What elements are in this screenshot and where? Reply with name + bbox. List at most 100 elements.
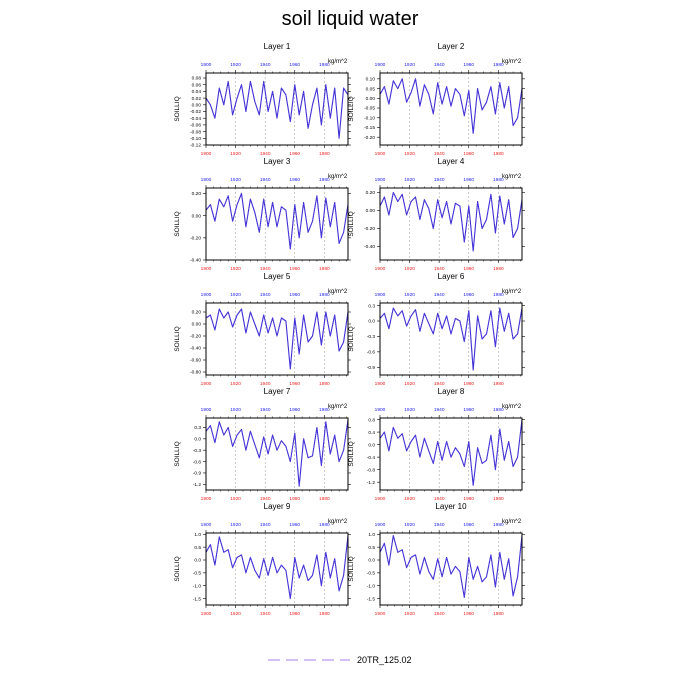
x-tick-label-top: 1980 [319,407,330,413]
x-tick-label-bottom: 1980 [493,151,504,157]
x-tick-label-bottom: 1940 [260,151,271,157]
x-tick-label-top: 1920 [404,177,415,183]
y-tick-label: -0.60 [190,358,201,364]
chart-grid: Layer 1 kg/m^2 SOILLIQ 1900 1900 1920 1920 1940… [174,42,525,617]
x-tick-label-top: 1940 [260,407,271,413]
x-tick-label-bottom: 1980 [493,611,504,617]
x-tick-label-top: 1980 [319,62,330,68]
series-line [205,192,349,250]
plot-frame [379,72,523,146]
x-tick-label-bottom: 1920 [404,496,415,502]
panel-6: Layer 6 kg/m^2 SOILLIQ 1900 1900 1920 1920 1940… [348,272,525,387]
y-tick-label: 0.4 [368,430,375,436]
plot-frame [205,72,349,146]
y-tick-label: 0.0 [368,442,375,448]
y-tick-label: -0.6 [193,459,202,465]
plot-frame [379,302,523,376]
panel-4: Layer 4 kg/m^2 SOILLIQ 1900 1900 1920 1920 1940… [348,157,525,272]
y-tick-label: 0.00 [366,96,376,102]
y-tick-label: 0.10 [366,77,376,83]
x-tick-label-bottom: 1980 [319,496,330,502]
y-tick-label: 0.02 [192,96,202,102]
x-tick-label-bottom: 1940 [434,381,445,387]
plot-frame [379,187,523,261]
y-tick-label: 0.08 [192,76,202,82]
chart-title: soil liquid water [281,8,419,30]
x-tick-label-bottom: 1920 [230,611,241,617]
y-tick-label: -0.20 [364,135,375,141]
x-tick-label-top: 1940 [260,62,271,68]
y-tick-label: -0.5 [193,571,202,577]
x-tick-label-top: 1900 [201,177,212,183]
x-tick-label-bottom: 1900 [201,496,212,502]
panel-10: Layer 10 kg/m^2 SOILLIQ 1900 1900 1920 1920 194… [348,502,525,617]
plot-frame [379,417,523,491]
units-label: kg/m^2 [502,59,522,65]
x-tick-label-bottom: 1980 [493,381,504,387]
x-tick-label-bottom: 1960 [463,496,474,502]
y-tick-label: -0.10 [190,136,201,142]
series-line-dots [205,419,349,487]
x-tick-label-bottom: 1940 [260,381,271,387]
y-tick-label: -0.9 [367,365,376,371]
x-tick-label-top: 1900 [375,407,386,413]
panel-title: Layer 3 [264,157,291,166]
x-tick-label-top: 1960 [463,62,474,68]
x-tick-label-bottom: 1960 [289,381,300,387]
y-tick-label: -0.05 [364,106,375,112]
x-tick-label-top: 1940 [434,522,445,528]
x-tick-label-top: 1980 [493,177,504,183]
y-tick-label: -0.5 [367,571,376,577]
units-label: kg/m^2 [328,519,348,525]
x-tick-label-top: 1980 [319,522,330,528]
y-axis-label: SOILLIQ [348,211,355,236]
plot-frame [205,187,349,261]
x-tick-label-top: 1920 [404,292,415,298]
x-tick-label-bottom: 1960 [463,381,474,387]
x-tick-label-bottom: 1900 [201,381,212,387]
x-tick-label-bottom: 1960 [289,611,300,617]
series-line [379,535,523,598]
y-tick-label: 0.00 [192,213,202,219]
panel-9: Layer 9 kg/m^2 SOILLIQ 1900 1900 1920 1920 1940… [174,502,351,617]
x-tick-label-bottom: 1940 [260,496,271,502]
y-tick-label: 0.00 [192,103,202,109]
y-tick-label: 0.5 [194,545,201,551]
x-tick-label-top: 1900 [375,177,386,183]
x-tick-label-bottom: 1900 [375,611,386,617]
x-tick-label-top: 1960 [289,407,300,413]
series-line-dots [205,308,349,370]
x-tick-label-top: 1920 [404,522,415,528]
y-tick-label: -0.4 [367,455,376,461]
legend-label: 20TR_125.02 [357,655,412,665]
x-tick-label-top: 1920 [230,62,241,68]
x-tick-label-top: 1900 [375,522,386,528]
series-line [205,80,349,139]
y-tick-label: -0.20 [364,226,375,232]
y-tick-label: -0.40 [190,258,201,264]
y-axis-label: SOILLIQ [174,556,181,581]
x-tick-label-bottom: 1960 [463,266,474,272]
y-axis-label: SOILLIQ [174,211,181,236]
y-tick-label: -1.2 [367,480,376,486]
x-tick-label-top: 1920 [230,407,241,413]
y-tick-label: 0.0 [368,319,375,325]
series-line-dots [379,191,523,252]
y-tick-label: 0.05 [366,86,376,92]
y-tick-label: 0.8 [368,417,375,423]
x-tick-label-top: 1960 [463,522,474,528]
x-tick-label-top: 1940 [260,292,271,298]
y-tick-label: 0.20 [192,310,202,316]
x-tick-label-bottom: 1980 [319,611,330,617]
x-tick-label-bottom: 1920 [404,381,415,387]
x-tick-label-bottom: 1920 [230,266,241,272]
x-tick-label-bottom: 1900 [375,151,386,157]
x-tick-label-top: 1980 [493,62,504,68]
y-tick-label: -1.5 [367,596,376,602]
x-tick-label-bottom: 1960 [289,151,300,157]
x-tick-label-bottom: 1920 [404,611,415,617]
x-tick-label-top: 1940 [260,177,271,183]
x-tick-label-bottom: 1920 [230,496,241,502]
panel-8: Layer 8 kg/m^2 SOILLIQ 1900 1900 1920 1920 1940… [348,387,525,502]
x-tick-label-bottom: 1960 [289,266,300,272]
